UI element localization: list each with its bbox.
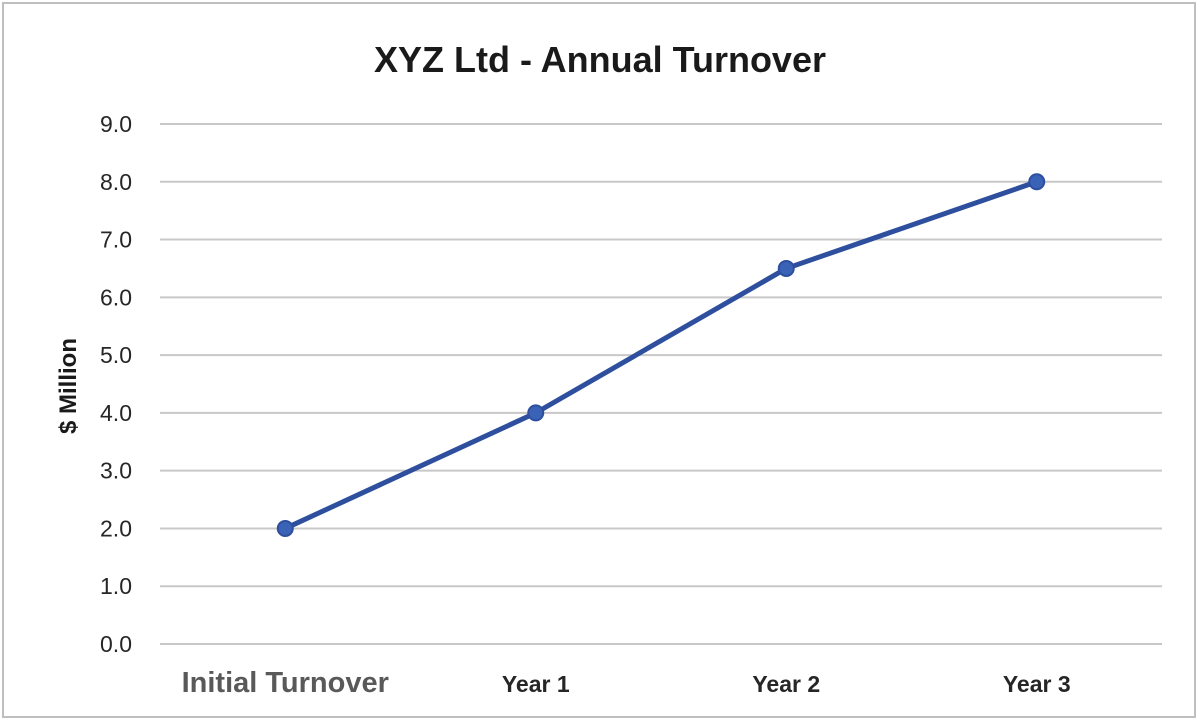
y-tick-label: 0.0: [100, 631, 132, 657]
y-tick-label: 3.0: [100, 458, 132, 484]
y-tick-label: 9.0: [100, 111, 132, 137]
gridlines: [160, 123, 1162, 645]
x-tick-label: Year 1: [502, 671, 570, 697]
y-tick-label: 7.0: [100, 227, 132, 253]
y-tick-label: 1.0: [100, 573, 132, 599]
data-point: [777, 259, 795, 277]
x-tick-labels: Initial Turnover Year 1 Year 2 Year 3: [182, 667, 1071, 699]
data-point: [1028, 173, 1046, 191]
series-line: [282, 179, 1040, 531]
y-tick-labels: 0.0 1.0 2.0 3.0 4.0 5.0 6.0 7.0 8.0 9.0: [100, 111, 132, 657]
y-tick-label: 2.0: [100, 515, 132, 541]
x-tick-label: Year 3: [1003, 671, 1071, 697]
y-tick-label: 8.0: [100, 169, 132, 195]
y-tick-label: 6.0: [100, 284, 132, 310]
x-tick-label: Initial Turnover: [182, 667, 389, 699]
chart-title: XYZ Ltd - Annual Turnover: [374, 39, 826, 80]
data-point: [527, 404, 545, 422]
y-tick-label: 4.0: [100, 400, 132, 426]
y-tick-label: 5.0: [100, 342, 132, 368]
x-tick-label: Year 2: [752, 671, 820, 697]
data-point: [276, 519, 294, 537]
y-axis-label: $ Million: [55, 338, 82, 434]
series-turnover: [276, 173, 1046, 537]
